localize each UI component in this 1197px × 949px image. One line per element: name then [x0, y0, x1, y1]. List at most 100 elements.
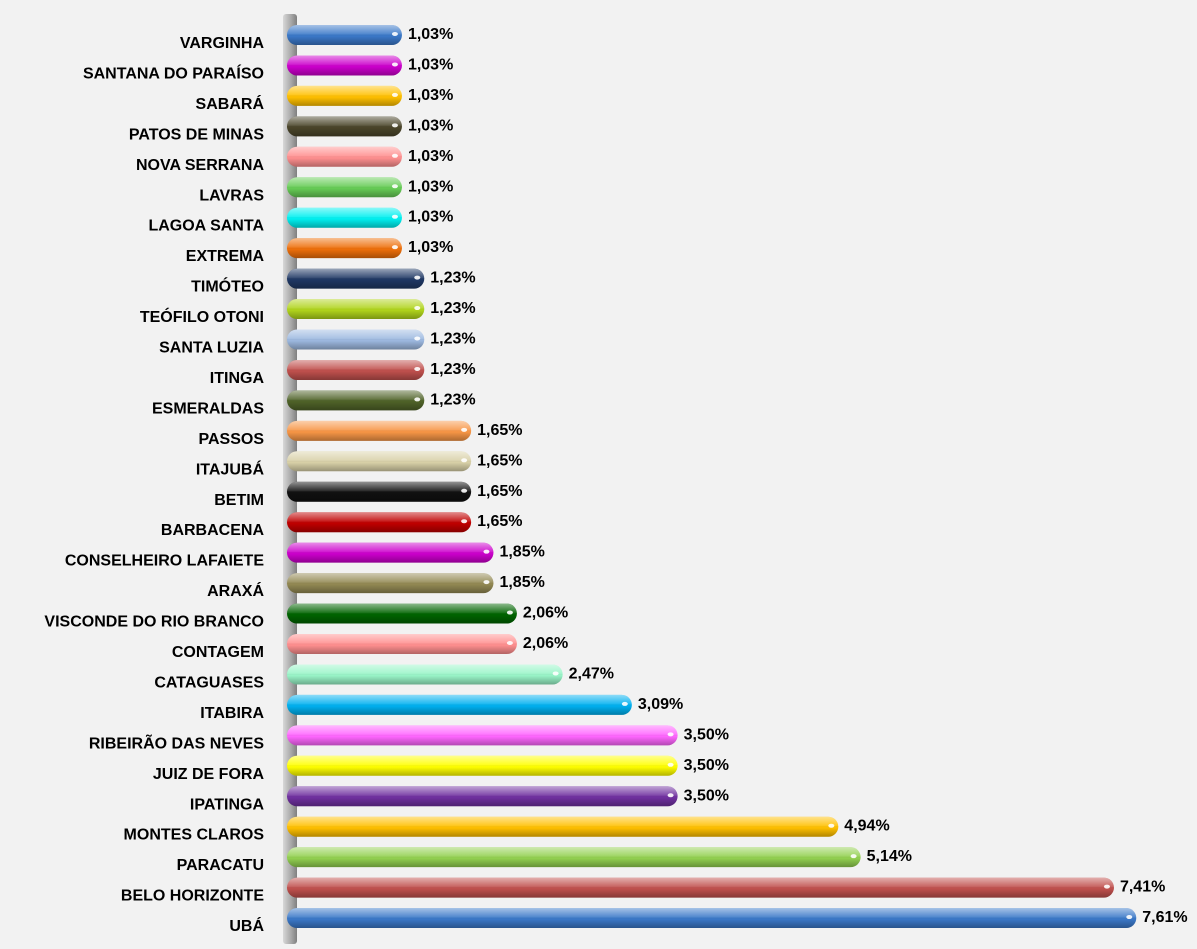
value-label-14: 1,65%	[477, 452, 522, 469]
bar-gloss-11	[287, 359, 425, 380]
category-label-25: IPATINGA	[190, 796, 265, 813]
value-label-28: 7,41%	[1120, 879, 1165, 896]
bar-highlight-25	[667, 793, 674, 798]
bar-highlight-16	[461, 519, 468, 524]
category-label-7: EXTREMA	[186, 248, 265, 265]
category-label-15: BETIM	[214, 492, 264, 509]
category-label-2: SABARÁ	[196, 94, 265, 113]
value-label-4: 1,03%	[408, 148, 453, 165]
bar-highlight-23	[667, 732, 674, 737]
bar-highlight-8	[414, 275, 421, 280]
value-label-18: 1,85%	[499, 574, 544, 591]
value-label-17: 1,85%	[499, 544, 544, 561]
value-label-10: 1,23%	[430, 331, 475, 348]
bar-gloss-27	[287, 847, 861, 868]
category-label-5: LAVRAS	[199, 187, 264, 204]
value-label-19: 2,06%	[523, 605, 568, 622]
bar-gloss-15	[287, 481, 472, 502]
category-label-18: ARAXÁ	[207, 581, 264, 600]
bar-gloss-16	[287, 512, 472, 533]
bar-gloss-1	[287, 55, 402, 76]
bar-gloss-6	[287, 207, 402, 228]
category-label-16: BARBACENA	[161, 522, 265, 539]
bar-highlight-11	[414, 366, 421, 371]
category-label-10: SANTA LUZIA	[159, 340, 264, 357]
category-labels-group: VARGINHA SANTANA DO PARAÍSO SABARÁ PATOS DE…	[44, 35, 264, 935]
bar-highlight-24	[667, 762, 674, 767]
value-label-29: 7,61%	[1142, 909, 1187, 926]
value-label-6: 1,03%	[408, 209, 453, 226]
bar-gloss-4	[287, 146, 402, 167]
value-label-8: 1,23%	[430, 270, 475, 287]
value-label-25: 3,50%	[684, 787, 729, 804]
bar-highlight-0	[391, 32, 398, 36]
value-labels-group: 1,03% 1,03% 1,03% 1,03% 1,03% 1,03% 1,03% 1,03%…	[408, 26, 1188, 926]
bar-highlight-15	[461, 488, 468, 493]
category-label-14: ITAJUBÁ	[196, 459, 265, 478]
bar-gloss-9	[287, 299, 425, 320]
bar-gloss-7	[287, 238, 402, 259]
value-label-3: 1,03%	[408, 117, 453, 134]
bar-gloss-25	[287, 786, 678, 807]
bar-gloss-8	[287, 268, 425, 289]
category-label-8: TIMÓTEO	[191, 277, 264, 296]
bar-highlight-26	[828, 823, 835, 828]
bar-gloss-10	[287, 329, 425, 350]
bar-highlight-21	[552, 671, 559, 676]
bar-gloss-2	[287, 85, 402, 106]
bar-gloss-21	[287, 664, 563, 685]
category-label-6: LAGOA SANTA	[148, 218, 264, 235]
value-label-20: 2,06%	[523, 635, 568, 652]
bar-highlight-4	[391, 153, 398, 158]
bar-highlight-2	[391, 92, 398, 97]
bar-highlight-29	[1126, 915, 1133, 920]
bar-highlight-3	[391, 123, 398, 128]
bar-gloss-18	[287, 573, 494, 594]
bar-highlight-7	[391, 245, 398, 250]
bar-gloss-0	[287, 25, 402, 45]
bar-highlight-9	[414, 306, 421, 311]
category-label-21: CATAGUASES	[154, 674, 264, 691]
category-label-26: MONTES CLAROS	[124, 827, 265, 844]
value-label-1: 1,03%	[408, 56, 453, 73]
category-label-23: RIBEIRÃO DAS NEVES	[89, 732, 264, 752]
category-label-3: PATOS DE MINAS	[129, 126, 264, 143]
bar-highlight-13	[461, 427, 468, 432]
bar-gloss-14	[287, 451, 472, 472]
bar-gloss-23	[287, 725, 678, 746]
bar-gloss-24	[287, 755, 678, 776]
bar-highlight-14	[461, 458, 468, 463]
category-label-17: CONSELHEIRO LAFAIETE	[65, 553, 264, 570]
bar-gloss-20	[287, 634, 517, 654]
category-label-12: ESMERALDAS	[152, 400, 264, 417]
bar-gloss-28	[287, 877, 1114, 898]
category-label-1: SANTANA DO PARAÍSO	[83, 63, 264, 82]
value-label-9: 1,23%	[430, 300, 475, 317]
value-label-27: 5,14%	[867, 848, 912, 865]
value-label-15: 1,65%	[477, 483, 522, 500]
category-label-4: NOVA SERRANA	[136, 157, 264, 174]
value-label-5: 1,03%	[408, 178, 453, 195]
bar-highlight-18	[483, 580, 490, 585]
bar-highlight-1	[391, 62, 398, 67]
bar-gloss-22	[287, 694, 632, 715]
value-label-22: 3,09%	[638, 696, 683, 713]
value-label-12: 1,23%	[430, 391, 475, 408]
value-label-13: 1,65%	[477, 422, 522, 439]
category-label-9: TEÓFILO OTONI	[140, 307, 264, 326]
bar-gloss-17	[287, 542, 494, 563]
value-label-24: 3,50%	[684, 757, 729, 774]
bar-highlight-20	[506, 641, 513, 645]
category-label-20: CONTAGEM	[172, 644, 264, 661]
category-label-13: PASSOS	[199, 431, 265, 448]
value-label-2: 1,03%	[408, 87, 453, 104]
bar-highlight-22	[621, 701, 628, 706]
category-label-11: ITINGA	[210, 370, 265, 387]
value-label-0: 1,03%	[408, 26, 453, 43]
value-label-26: 4,94%	[844, 818, 889, 835]
bar-gloss-12	[287, 390, 425, 411]
bar-highlight-6	[391, 214, 398, 219]
bar-gloss-13	[287, 420, 472, 441]
category-label-22: ITABIRA	[200, 705, 264, 722]
